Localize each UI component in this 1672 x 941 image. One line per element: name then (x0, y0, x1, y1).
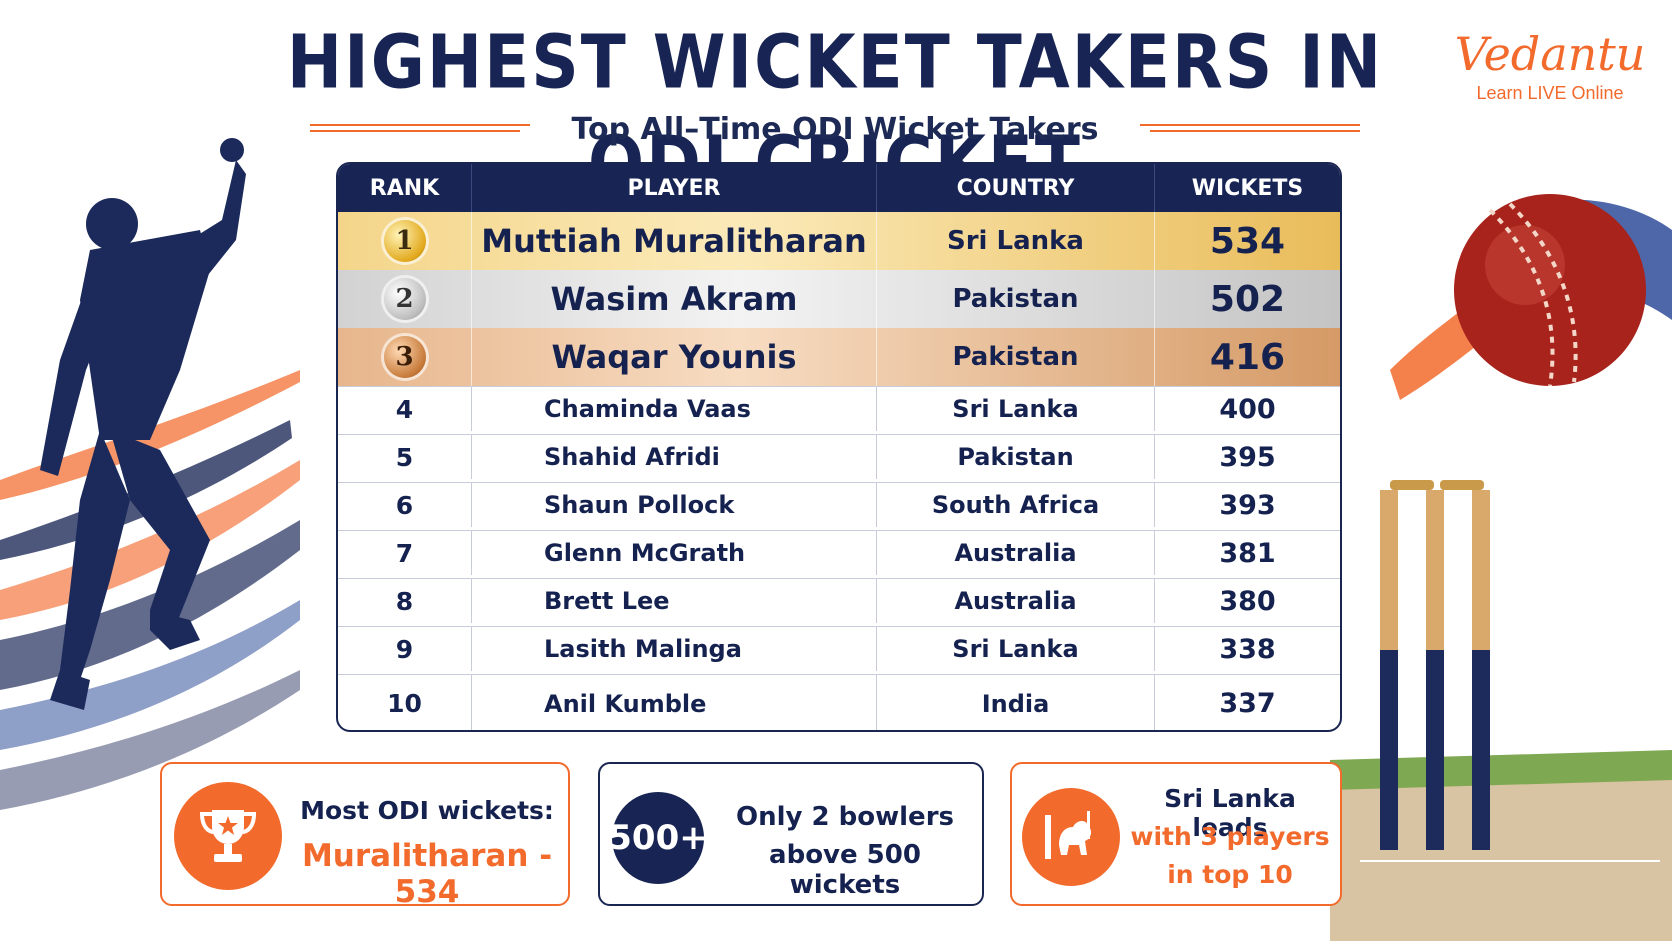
card-sri-lanka-line1: Sri Lanka leads (1164, 784, 1296, 842)
country-cell: South Africa (877, 483, 1155, 527)
subtitle-bar: Top All–Time ODI Wicket Takers (300, 110, 1370, 150)
table-row-rank-1: 1 Muttiah Muralitharan Sri Lanka 534 (338, 212, 1340, 270)
trophy-icon (174, 782, 282, 890)
cricket-ball-icon (1390, 194, 1672, 400)
rank-cell: 3 (338, 328, 472, 386)
header-player: PLAYER (472, 164, 877, 212)
table-row: 9 Lasith Malinga Sri Lanka 338 (338, 626, 1340, 671)
country-cell: Pakistan (877, 435, 1155, 479)
card-500-club-line2: above 500 wickets (769, 840, 921, 900)
subtitle-line-left (310, 124, 530, 126)
table-row: 7 Glenn McGrath Australia 381 (338, 530, 1340, 575)
player-cell: Shaun Pollock (472, 483, 877, 527)
table-row: 8 Brett Lee Australia 380 (338, 578, 1340, 623)
wickets-cell: 534 (1209, 220, 1286, 262)
page-title: HIGHEST WICKET TAKERS IN ODI CRICKET (286, 19, 1384, 206)
subtitle-line-right (1140, 124, 1360, 126)
player-cell: Lasith Malinga (472, 627, 877, 671)
rank-cell: 10 (338, 675, 472, 730)
table-row-rank-2: 2 Wasim Akram Pakistan 502 (338, 270, 1340, 328)
country-cell: Sri Lanka (877, 212, 1155, 270)
rank-cell: 4 (338, 387, 472, 431)
vedantu-logo: Vedantu Learn LIVE Online (1440, 26, 1660, 116)
player-cell: Shahid Afridi (472, 435, 877, 479)
player-cell: Waqar Younis (472, 328, 877, 386)
country-cell: Sri Lanka (877, 627, 1155, 671)
player-cell: Glenn McGrath (472, 531, 877, 575)
subtitle-line-right-2 (1150, 130, 1360, 132)
badge-icon: 500+ (608, 792, 708, 884)
sri-lanka-lion-icon (1022, 788, 1120, 886)
subtitle-line-left-2 (310, 130, 520, 132)
card-sri-lanka-line2: with 3 players (1130, 822, 1330, 851)
wickets-cell: 381 (1219, 537, 1276, 569)
rank-cell: 1 (338, 212, 472, 270)
country-cell: Pakistan (877, 270, 1155, 328)
wicket-table: RANK PLAYER COUNTRY WICKETS 1 Muttiah Mu… (336, 162, 1342, 732)
bronze-medal-icon: 3 (383, 336, 426, 378)
card-sri-lanka-line3: in top 10 (1167, 860, 1293, 889)
player-cell: Wasim Akram (472, 270, 877, 328)
subtitle: Top All–Time ODI Wicket Takers (571, 112, 1099, 147)
bowler-silhouette (40, 138, 246, 710)
card-most-wickets-label: Most ODI wickets: (300, 796, 554, 825)
bowler-illustration (0, 138, 300, 810)
rank-cell: 9 (338, 627, 472, 671)
logo-tagline: Learn LIVE Online (1476, 83, 1624, 103)
card-sri-lanka: Sri Lanka leads with 3 players in top 10 (1010, 762, 1342, 906)
wickets-cell: 400 (1219, 393, 1276, 425)
rank-cell: 8 (338, 579, 472, 623)
wickets-cell: 395 (1219, 441, 1276, 473)
rank-cell: 5 (338, 435, 472, 479)
country-cell: India (877, 675, 1155, 730)
wickets-cell: 338 (1219, 633, 1276, 665)
table-row: 6 Shaun Pollock South Africa 393 (338, 482, 1340, 527)
card-500-club: 500+ Only 2 bowlers above 500 wickets (598, 762, 984, 906)
gold-medal-icon: 1 (383, 220, 426, 262)
table-row: 5 Shahid Afridi Pakistan 395 (338, 434, 1340, 479)
table-header: RANK PLAYER COUNTRY WICKETS (338, 164, 1340, 212)
table-row: 10 Anil Kumble India 337 (338, 674, 1340, 730)
table-row: 4 Chaminda Vaas Sri Lanka 400 (338, 386, 1340, 431)
country-cell: Sri Lanka (877, 387, 1155, 431)
country-cell: Australia (877, 579, 1155, 623)
logo-wordmark: Vedantu (1454, 27, 1646, 81)
country-cell: Australia (877, 531, 1155, 575)
silver-medal-icon: 2 (383, 278, 426, 320)
player-cell: Brett Lee (472, 579, 877, 623)
card-most-wickets-value: Muralitharan - 534 (301, 838, 553, 910)
player-cell: Muttiah Muralitharan (472, 212, 877, 270)
country-cell: Pakistan (877, 328, 1155, 386)
header-rank: RANK (338, 164, 472, 212)
rank-cell: 2 (338, 270, 472, 328)
table-row-rank-3: 3 Waqar Younis Pakistan 416 (338, 328, 1340, 386)
stumps-illustration (1330, 480, 1672, 941)
rank-cell: 7 (338, 531, 472, 575)
card-most-wickets: Most ODI wickets: Muralitharan - 534 (160, 762, 570, 910)
wickets-cell: 380 (1219, 585, 1276, 617)
player-cell: Chaminda Vaas (472, 387, 877, 431)
wickets-cell: 502 (1209, 278, 1286, 320)
wickets-cell: 337 (1219, 688, 1276, 719)
rank-cell: 6 (338, 483, 472, 527)
wickets-cell: 416 (1209, 336, 1286, 378)
wickets-cell: 393 (1219, 489, 1276, 521)
header-country: COUNTRY (877, 164, 1155, 212)
card-500-club-line1: Only 2 bowlers (735, 802, 954, 832)
header-wickets: WICKETS (1191, 175, 1304, 201)
player-cell: Anil Kumble (472, 675, 877, 730)
